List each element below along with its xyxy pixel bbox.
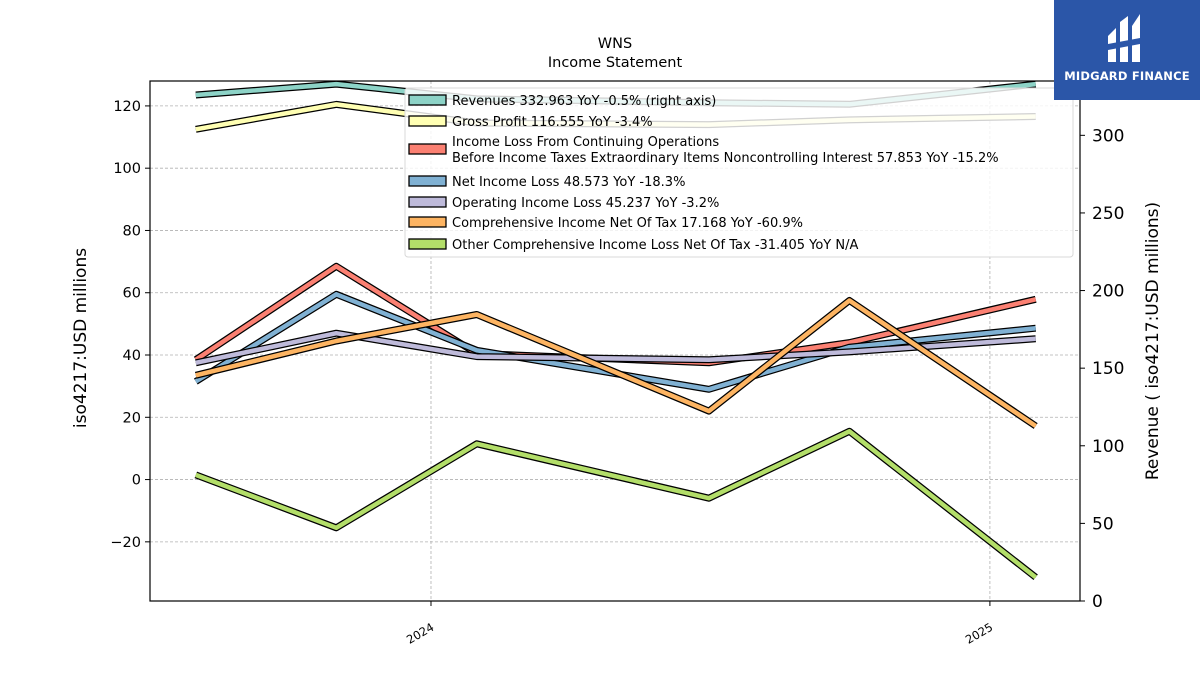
- legend-box: [404, 87, 1074, 258]
- y-tick-label-right: 0: [1092, 592, 1103, 612]
- plot-frame: [149, 80, 1081, 602]
- legend-label: Before Income Taxes Extraordinary Items …: [452, 151, 999, 166]
- series-line-6-outline: [194, 297, 1038, 429]
- y-tick-label-left: 60: [123, 286, 141, 302]
- legend-swatch: [408, 175, 447, 187]
- chart-subtitle: Income Statement: [548, 55, 683, 71]
- legend-label: Gross Profit 116.555 YoY -3.4%: [452, 115, 653, 130]
- series-line-7-outline: [194, 427, 1038, 581]
- brand-logo: MIDGARD FINANCE: [1054, 0, 1200, 100]
- y-tick-label-left: 40: [123, 348, 141, 364]
- y-axis-label-left: iso4217:USD millions: [71, 248, 91, 428]
- y-tick-label-left: 100: [113, 161, 141, 177]
- y-tick-label-right: 300: [1092, 126, 1124, 146]
- legend-swatch: [408, 94, 447, 106]
- x-tick-label: 2025: [963, 620, 995, 647]
- y-tick-label-right: 150: [1092, 359, 1124, 379]
- series-line-5: [195, 330, 1036, 366]
- y-tick-label-left: 0: [132, 473, 141, 489]
- y-tick-label-left: 80: [123, 223, 141, 239]
- legend-label: Comprehensive Income Net Of Tax 17.168 Y…: [452, 216, 803, 231]
- x-tick-label: 2024: [404, 620, 436, 647]
- series-line-6: [195, 298, 1037, 428]
- y-tick-label-left: −20: [110, 535, 141, 551]
- brand-name: MIDGARD FINANCE: [1064, 69, 1190, 83]
- legend-label: Operating Income Loss 45.237 YoY -3.2%: [452, 196, 719, 211]
- y-tick-label-right: 200: [1092, 282, 1124, 302]
- legend-label: Other Comprehensive Income Loss Net Of T…: [452, 238, 858, 253]
- chart-title: WNS: [598, 36, 632, 52]
- series-line-7: [195, 429, 1038, 580]
- y-tick-label-right: 100: [1092, 437, 1124, 457]
- legend-swatch: [408, 216, 447, 228]
- legend-swatch: [408, 115, 447, 127]
- y-tick-label-left: 120: [113, 99, 141, 115]
- midgard-logo-icon: [1108, 14, 1140, 62]
- y-tick-label-left: 20: [123, 410, 141, 426]
- legend-label: Revenues 332.963 YoY -0.5% (right axis): [452, 94, 716, 109]
- legend-label: Income Loss From Continuing Operations: [452, 135, 719, 150]
- legend-swatch: [408, 143, 447, 155]
- legend-swatch: [408, 196, 447, 208]
- y-tick-label-right: 50: [1092, 514, 1114, 534]
- y-tick-label-right: 250: [1092, 204, 1124, 224]
- y-axis-label-right: Revenue ( iso4217:USD millions): [1143, 202, 1163, 480]
- legend-label: Net Income Loss 48.573 YoY -18.3%: [452, 175, 685, 190]
- legend-swatch: [408, 238, 447, 250]
- series-line-4: [194, 292, 1036, 392]
